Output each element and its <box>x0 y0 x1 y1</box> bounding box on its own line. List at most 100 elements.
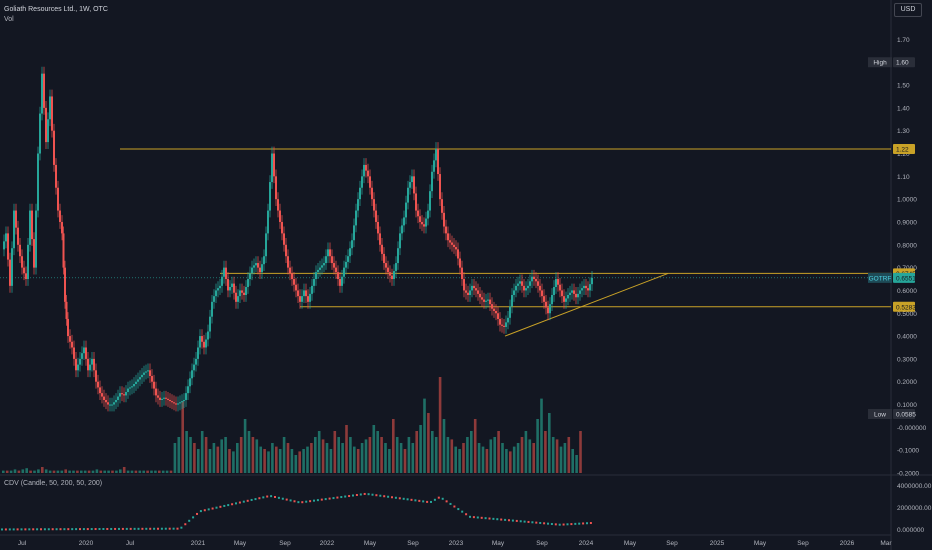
candle-body <box>13 210 15 249</box>
candle-body <box>77 364 79 371</box>
candle-body <box>199 336 201 348</box>
candle-body <box>145 371 147 373</box>
candle-body <box>111 404 113 406</box>
volume-bar <box>512 446 516 473</box>
cdv-candle <box>203 509 206 512</box>
candle-body <box>471 285 473 291</box>
cdv-candle <box>270 495 273 498</box>
x-tick-label: Jul <box>126 540 135 547</box>
candle-body <box>501 324 503 326</box>
cdv-candle <box>543 522 546 525</box>
price-tag-name: High <box>873 60 887 67</box>
volume-bar <box>384 443 387 473</box>
cdv-candle <box>554 523 557 526</box>
candle-body <box>167 398 169 400</box>
cdv-candle <box>500 518 503 521</box>
cdv-candle <box>492 517 495 520</box>
cdv-candle <box>1 528 3 531</box>
candle-body <box>571 290 573 293</box>
volume-bar <box>337 437 340 473</box>
candle-body <box>435 148 437 161</box>
candle-body <box>559 284 561 291</box>
cdv-candle <box>149 527 152 530</box>
price-tag-name: GOTRF <box>869 275 892 282</box>
cdv-candle <box>332 497 335 500</box>
candle-body <box>173 402 175 404</box>
cdv-candle <box>508 519 510 522</box>
candle-body <box>577 293 579 298</box>
candle-body <box>143 372 145 375</box>
candle-body <box>523 285 525 291</box>
candle-body <box>583 285 585 289</box>
volume-bar <box>360 443 364 473</box>
candle-body <box>547 307 549 314</box>
cdv-candle <box>102 527 105 530</box>
candle-body <box>7 233 9 260</box>
candle-body <box>303 290 305 297</box>
price-tag-bg <box>893 143 915 154</box>
volume-bar <box>119 469 122 473</box>
candle-body <box>369 176 371 188</box>
cdv-candle <box>215 506 218 509</box>
candle-body <box>9 259 11 286</box>
volume-bar <box>579 431 582 473</box>
candle-body <box>429 191 431 211</box>
cdv-candle <box>375 494 378 497</box>
candle-body <box>97 381 99 388</box>
cdv-candle <box>550 523 553 526</box>
x-tick-label: 2022 <box>320 540 335 547</box>
candle-body <box>539 285 541 291</box>
volume-bar <box>91 470 95 473</box>
candle-body <box>551 295 553 305</box>
x-tick-label: Jul <box>18 540 27 547</box>
candle-body <box>269 182 271 211</box>
candle-body <box>381 244 383 254</box>
candle-body <box>323 263 325 266</box>
cdv-candle <box>172 527 175 530</box>
candle-body <box>59 210 61 222</box>
volume-bar <box>317 431 321 473</box>
volume-bar <box>306 446 309 473</box>
candle-body <box>479 293 481 298</box>
candle-body <box>285 244 287 257</box>
volume-bar <box>563 443 567 473</box>
candle-body <box>393 271 395 280</box>
volume-bar <box>29 470 32 473</box>
volume-bar <box>158 470 161 473</box>
volume-bar <box>243 419 247 473</box>
candle-body <box>339 279 341 286</box>
candle-body <box>389 272 391 276</box>
volume-bar <box>267 451 270 473</box>
volume-bar <box>271 443 274 473</box>
volume-bar <box>247 431 251 473</box>
candle-body <box>473 285 475 289</box>
currency-button[interactable]: USD <box>894 3 922 17</box>
cdv-candle <box>125 527 128 530</box>
candle-body <box>237 296 239 302</box>
price-tag-value: 0.5283 <box>896 304 916 311</box>
candle-body <box>89 364 91 371</box>
candle-body <box>305 290 307 297</box>
cdv-candle <box>199 510 202 513</box>
candle-body <box>487 299 489 301</box>
volume-bar <box>228 449 231 473</box>
candle-body <box>229 287 231 291</box>
candle-body <box>69 336 71 342</box>
volume-bar <box>275 446 278 473</box>
candle-body <box>169 399 171 402</box>
volume-bar <box>150 470 153 473</box>
candle-body <box>85 347 87 359</box>
candle-body <box>401 225 403 234</box>
cdv-candle <box>121 527 124 530</box>
volume-bar <box>130 470 134 473</box>
candle-body <box>113 402 115 405</box>
cdv-candle <box>578 522 581 525</box>
volume-bar <box>524 431 528 473</box>
cdv-candle <box>277 496 280 499</box>
volume-bar <box>2 470 5 473</box>
cdv-candle <box>254 498 257 501</box>
candle-body <box>459 258 461 268</box>
candle-body <box>427 210 429 219</box>
cdv-candle <box>539 521 542 524</box>
